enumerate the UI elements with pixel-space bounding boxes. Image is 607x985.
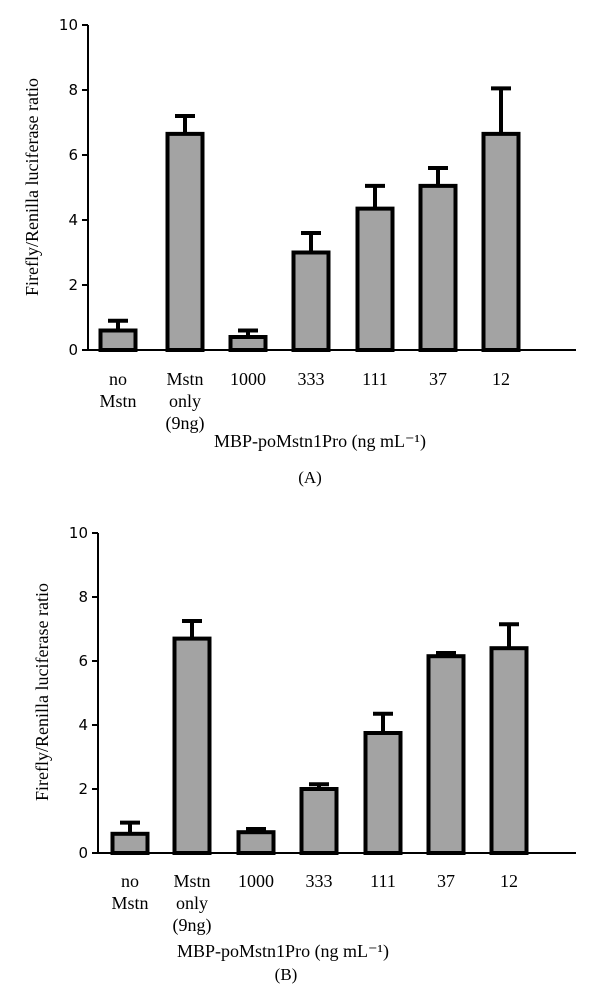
panel-label: (B)	[275, 965, 298, 984]
category-label: 12	[492, 369, 510, 389]
category-label: (9ng)	[166, 413, 205, 434]
bar	[426, 654, 466, 856]
bar	[110, 831, 150, 855]
category-label: 333	[298, 369, 325, 389]
category-label: 111	[362, 369, 388, 389]
category-label: Mstn	[99, 391, 136, 411]
category-label: 1000	[230, 369, 266, 389]
y-tick-label: 4	[68, 211, 78, 229]
category-label: Mstn	[166, 369, 203, 389]
category-label: no	[121, 871, 139, 891]
bar	[165, 131, 205, 352]
y-tick-label: 10	[69, 524, 88, 542]
category-label: 333	[306, 871, 333, 891]
y-axis-title: Firefly/Renilla luciferase ratio	[32, 583, 52, 801]
y-tick-label: 0	[78, 844, 88, 862]
bar	[291, 250, 331, 352]
y-tick-label: 6	[68, 146, 78, 164]
bar	[236, 830, 276, 856]
category-label: Mstn	[173, 871, 210, 891]
bar	[489, 646, 529, 856]
panel-label: (A)	[298, 468, 322, 487]
y-tick-label: 2	[78, 780, 88, 798]
category-label: only	[176, 893, 208, 913]
x-axis-title: MBP-poMstn1Pro (ng mL⁻¹)	[214, 431, 426, 452]
category-label: only	[169, 391, 201, 411]
category-label: no	[109, 369, 127, 389]
category-label: 37	[429, 369, 447, 389]
y-tick-label: 8	[78, 588, 88, 606]
y-tick-label: 6	[78, 652, 88, 670]
y-tick-label: 10	[59, 16, 78, 34]
y-axis-title: Firefly/Renilla luciferase ratio	[22, 78, 42, 296]
category-label: 111	[370, 871, 396, 891]
bar	[418, 183, 458, 352]
category-label: 37	[437, 871, 455, 891]
bar	[481, 131, 521, 352]
y-tick-label: 2	[68, 276, 78, 294]
bar	[299, 787, 339, 855]
x-axis-title: MBP-poMstn1Pro (ng mL⁻¹)	[177, 941, 389, 962]
bar	[363, 731, 403, 855]
y-tick-label: 0	[68, 341, 78, 359]
bar	[98, 328, 138, 352]
category-label: 12	[500, 871, 518, 891]
y-tick-label: 8	[68, 81, 78, 99]
bar	[228, 335, 268, 352]
category-label: Mstn	[111, 893, 148, 913]
bar	[355, 206, 395, 352]
y-tick-label: 4	[78, 716, 88, 734]
category-label: 1000	[238, 871, 274, 891]
category-label: (9ng)	[173, 915, 212, 936]
bar	[172, 636, 212, 855]
